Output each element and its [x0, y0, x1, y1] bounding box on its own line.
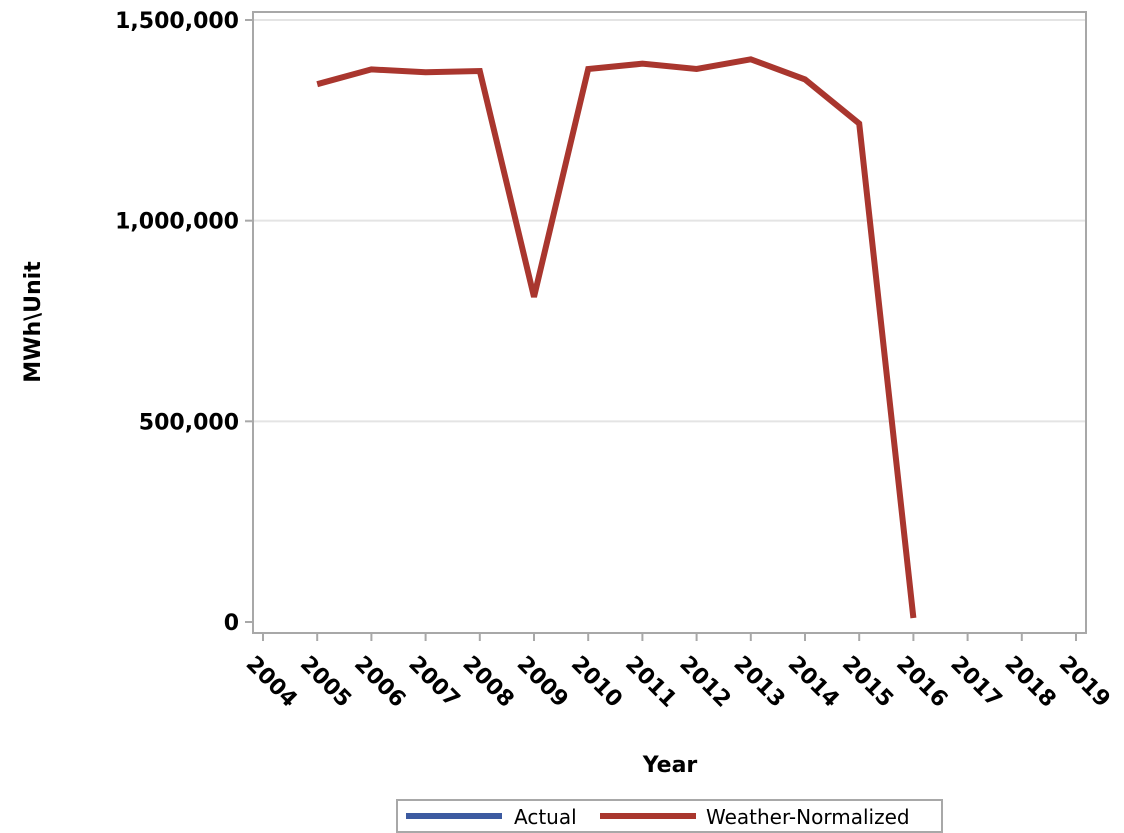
series-lines — [316, 56, 917, 619]
x-tick-label: 2017 — [945, 652, 1006, 713]
x-tick-label: 2019 — [1054, 652, 1115, 713]
x-tick-label: 2013 — [729, 652, 790, 713]
x-axis-title: Year — [642, 753, 698, 778]
x-tick-label: 2007 — [403, 652, 464, 713]
gridlines — [253, 19, 1086, 423]
x-tick-label: 2012 — [674, 652, 735, 713]
legend-label: Actual — [514, 805, 577, 829]
y-tick-label: 500,000 — [139, 410, 239, 435]
y-axis-title: MWh\Unit — [21, 261, 46, 383]
x-tick-label: 2008 — [458, 652, 519, 713]
series-line-weather-normalized — [316, 56, 917, 619]
x-axis: 2004200520062007200820092010201120122013… — [241, 633, 1115, 713]
x-tick-label: 2015 — [837, 652, 898, 713]
y-tick-label: 1,000,000 — [115, 210, 239, 235]
legend-label: Weather-Normalized — [706, 805, 910, 829]
x-tick-label: 2014 — [783, 652, 844, 713]
y-tick-label: 0 — [224, 611, 239, 636]
x-tick-label: 2016 — [891, 652, 952, 713]
legend: Actual Weather-Normalized — [396, 799, 943, 833]
x-tick-label: 2006 — [349, 652, 410, 713]
x-tick-label: 2011 — [620, 652, 681, 713]
x-tick-label: 2004 — [241, 652, 302, 713]
y-tick-label: 1,500,000 — [115, 9, 239, 34]
x-tick-label: 2009 — [512, 652, 573, 713]
plot-frame — [252, 11, 1087, 634]
y-axis: 0 500,000 1,000,000 1,500,000 — [115, 9, 253, 636]
x-tick-label: 2005 — [295, 652, 356, 713]
x-tick-label: 2010 — [566, 652, 627, 713]
x-tick-label: 2018 — [1000, 652, 1061, 713]
